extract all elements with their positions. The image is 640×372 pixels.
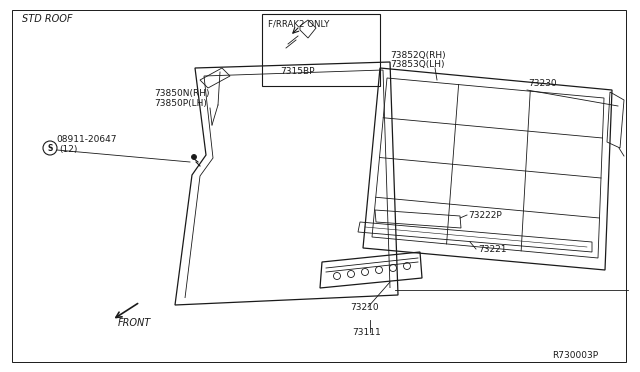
Text: 73852Q(RH): 73852Q(RH) <box>390 51 445 60</box>
Text: 73221: 73221 <box>478 245 506 254</box>
Text: STD ROOF: STD ROOF <box>22 14 72 24</box>
Text: FRONT: FRONT <box>118 318 151 328</box>
Text: 7315BP: 7315BP <box>280 67 314 76</box>
Text: (12): (12) <box>59 145 77 154</box>
Text: R730003P: R730003P <box>552 351 598 360</box>
Text: 73850P(LH): 73850P(LH) <box>154 99 207 108</box>
Text: 73111: 73111 <box>352 328 381 337</box>
Text: 08911-20647: 08911-20647 <box>56 135 116 144</box>
Circle shape <box>191 154 196 160</box>
Text: S: S <box>47 144 52 153</box>
Text: 73850N(RH): 73850N(RH) <box>154 89 209 98</box>
Text: 73210: 73210 <box>350 303 379 312</box>
Text: 73222P: 73222P <box>468 211 502 220</box>
Bar <box>262 14 380 86</box>
Text: F/RRAK2 ONLY: F/RRAK2 ONLY <box>268 19 330 28</box>
Text: 73853Q(LH): 73853Q(LH) <box>390 60 445 69</box>
Text: 73230: 73230 <box>528 79 557 88</box>
